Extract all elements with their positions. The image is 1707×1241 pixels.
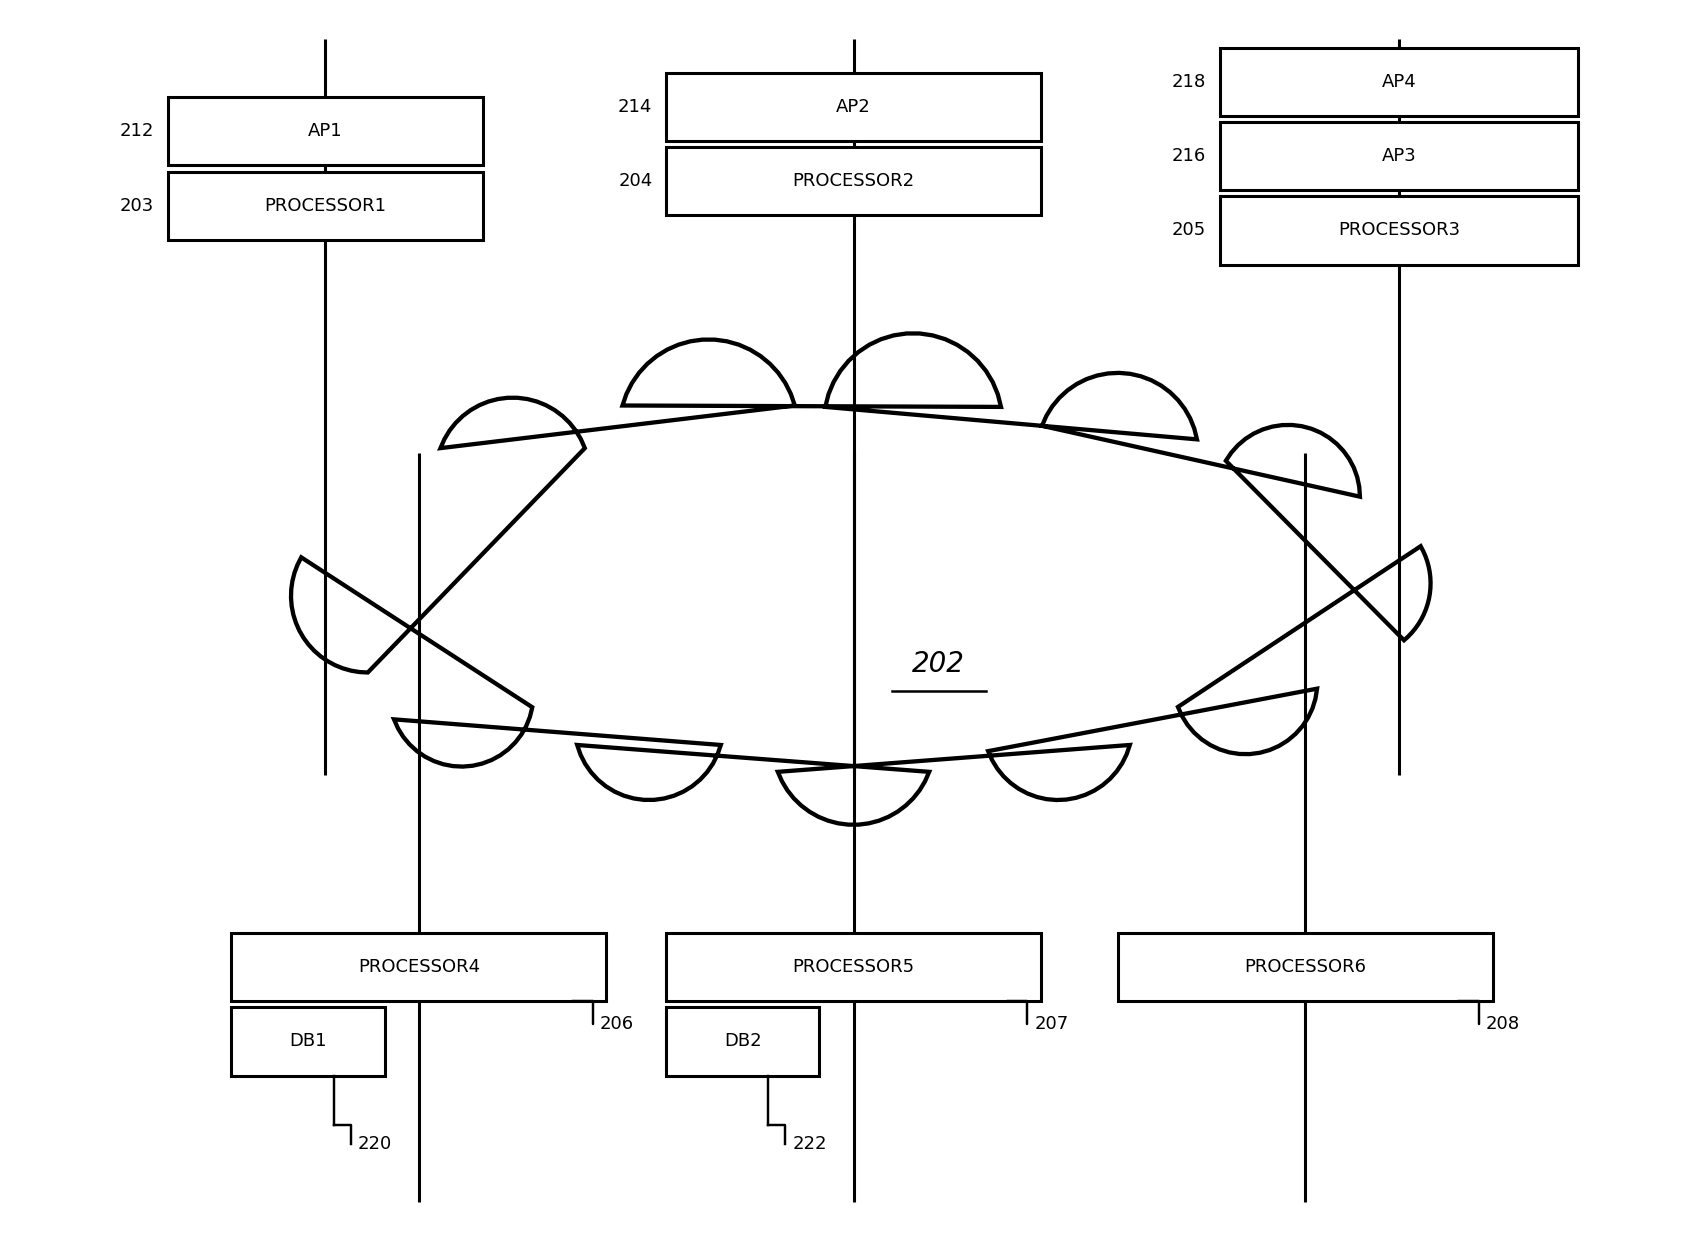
Bar bbox=[167, 171, 483, 240]
Text: 204: 204 bbox=[618, 172, 652, 190]
Bar bbox=[1221, 196, 1577, 264]
Bar bbox=[232, 933, 606, 1001]
Text: PROCESSOR3: PROCESSOR3 bbox=[1338, 221, 1459, 240]
Bar bbox=[666, 1008, 819, 1076]
Text: DB1: DB1 bbox=[290, 1033, 328, 1050]
Text: 220: 220 bbox=[357, 1134, 393, 1153]
Text: 214: 214 bbox=[618, 98, 652, 115]
Text: AP2: AP2 bbox=[836, 98, 871, 115]
Text: 203: 203 bbox=[119, 196, 154, 215]
Text: 212: 212 bbox=[119, 123, 154, 140]
Text: AP4: AP4 bbox=[1381, 73, 1417, 91]
Text: 218: 218 bbox=[1173, 73, 1207, 91]
Text: 206: 206 bbox=[599, 1015, 633, 1033]
Bar bbox=[666, 933, 1041, 1001]
Text: PROCESSOR5: PROCESSOR5 bbox=[792, 958, 915, 977]
Text: 208: 208 bbox=[1485, 1015, 1519, 1033]
Bar bbox=[1118, 933, 1492, 1001]
Text: 216: 216 bbox=[1173, 148, 1207, 165]
Bar bbox=[1221, 48, 1577, 115]
Bar bbox=[232, 1008, 384, 1076]
Bar bbox=[1221, 122, 1577, 190]
Text: PROCESSOR2: PROCESSOR2 bbox=[792, 172, 915, 190]
PathPatch shape bbox=[290, 334, 1430, 824]
Text: 207: 207 bbox=[1034, 1015, 1069, 1033]
Bar bbox=[666, 72, 1041, 140]
Text: PROCESSOR4: PROCESSOR4 bbox=[358, 958, 480, 977]
Text: DB2: DB2 bbox=[724, 1033, 761, 1050]
Text: AP3: AP3 bbox=[1381, 148, 1417, 165]
Text: PROCESSOR1: PROCESSOR1 bbox=[265, 196, 386, 215]
Text: 222: 222 bbox=[792, 1134, 826, 1153]
Text: 205: 205 bbox=[1173, 221, 1207, 240]
Text: PROCESSOR6: PROCESSOR6 bbox=[1244, 958, 1366, 977]
Text: AP1: AP1 bbox=[307, 123, 343, 140]
Bar bbox=[167, 97, 483, 165]
Bar bbox=[666, 146, 1041, 215]
Text: 202: 202 bbox=[912, 650, 964, 678]
